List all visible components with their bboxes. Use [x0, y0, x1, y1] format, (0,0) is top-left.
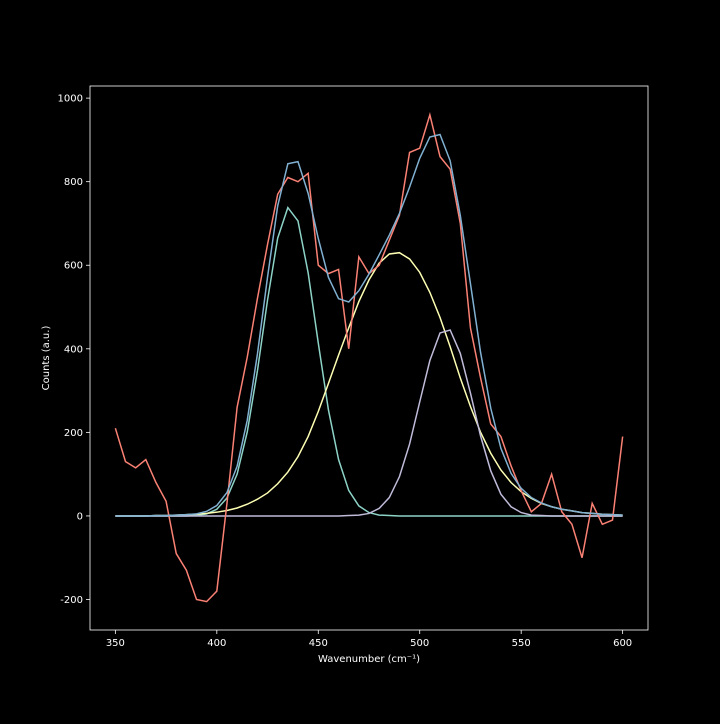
- axes-frame: [89, 85, 649, 631]
- y-tick-label: 0: [77, 511, 83, 522]
- series-line: [115, 133, 623, 517]
- y-tick-label: 1000: [58, 94, 83, 105]
- x-tick-label: 500: [410, 638, 429, 649]
- x-tick-label: 400: [207, 638, 226, 649]
- x-tick-label: 550: [512, 638, 531, 649]
- y-tick-label: 200: [64, 428, 83, 439]
- y-axis-label: Counts (a.u.): [41, 326, 52, 391]
- y-tick-label: 400: [64, 344, 83, 355]
- series-line: [115, 329, 623, 517]
- x-tick-label: 450: [309, 638, 328, 649]
- y-tick-label: 600: [64, 261, 83, 272]
- y-tick-label: 800: [64, 177, 83, 188]
- x-tick-label: 350: [106, 638, 125, 649]
- y-tick-label: -200: [60, 595, 83, 606]
- x-tick-label: 600: [613, 638, 632, 649]
- x-axis-label: Wavenumber (cm⁻¹): [318, 654, 420, 665]
